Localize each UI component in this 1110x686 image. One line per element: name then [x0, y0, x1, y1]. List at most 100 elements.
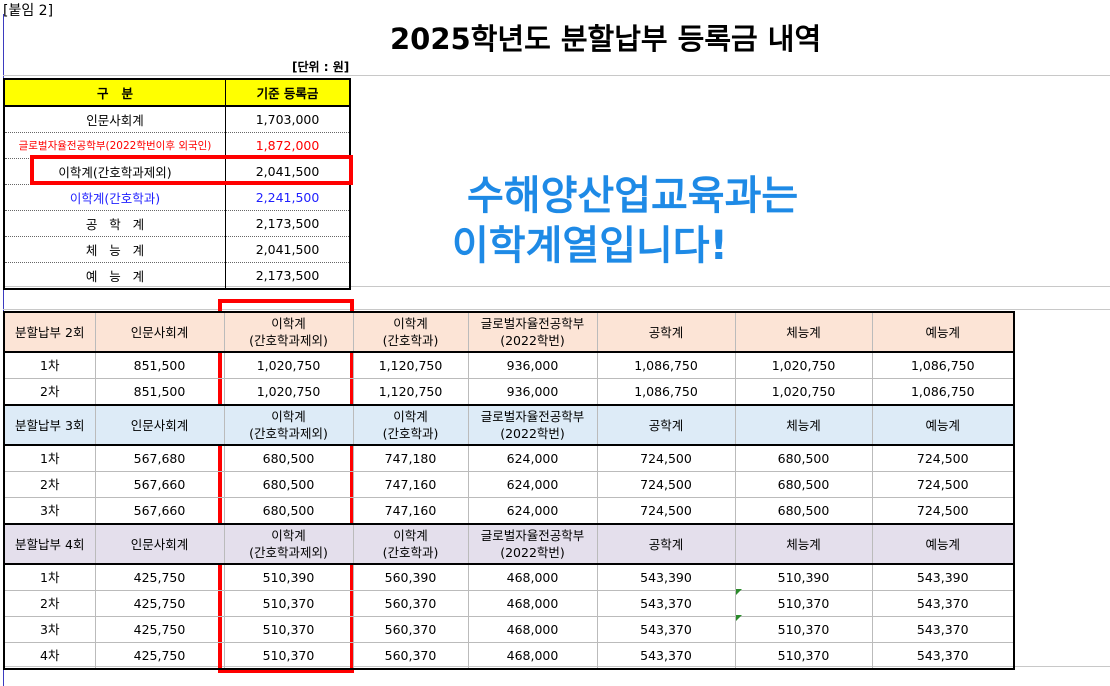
installment-number: 2차: [4, 378, 96, 406]
base-tuition-value: 2,041,500: [225, 158, 350, 185]
column-header: 글로벌자율전공학부 (2022학번): [468, 524, 598, 565]
category-label: 예 능 계: [4, 262, 226, 289]
table-row: 2차 851,500 1,020,750 1,120,750 936,000 1,086,…: [4, 378, 1014, 406]
base-tuition-value: 2,041,500: [225, 236, 350, 263]
column-header: 이학계 (간호학과제외): [224, 524, 354, 565]
cell-comment-marker: [736, 589, 742, 595]
grid-line: [3, 286, 1110, 287]
amount-cell: 567,660: [95, 471, 225, 498]
notice-line-2: 이학계열입니다!: [452, 223, 728, 269]
unit-note: [단위 : 원]: [292, 60, 350, 74]
installment-number: 4차: [4, 642, 96, 669]
installment-table: 분할납부 2회 인문사회계 이학계 (간호학과제외) 이학계 (간호학과) 글로벌자율전…: [3, 311, 1015, 670]
table-row: 3차 567,660 680,500 747,160 624,000 724,500 680…: [4, 497, 1014, 525]
amount-cell: 936,000: [468, 352, 598, 379]
column-header: 공학계: [597, 405, 736, 446]
amount-cell: 425,750: [95, 590, 225, 617]
amount-cell: 1,086,750: [597, 352, 736, 379]
amount-cell: 543,370: [597, 642, 736, 669]
table-row: 2차 425,750 510,370 560,370 468,000 543,370 510…: [4, 590, 1014, 617]
column-header: 예능계: [872, 524, 1014, 565]
amount-cell: 624,000: [468, 471, 598, 498]
section-header-row: 분할납부 4회 인문사회계 이학계 (간호학과제외) 이학계 (간호학과) 글로벌자율전…: [4, 524, 1014, 565]
amount-cell: 560,390: [353, 564, 469, 591]
installment-number: 2차: [4, 590, 96, 617]
amount-cell: 680,500: [735, 445, 873, 472]
table-row: 4차 425,750 510,370 560,370 468,000 543,370 510…: [4, 642, 1014, 669]
amount-cell: 543,370: [872, 590, 1014, 617]
amount-cell: 1,020,750: [735, 378, 873, 406]
amount-cell: 851,500: [95, 352, 225, 379]
base-tuition-value: 1,872,000: [225, 132, 350, 159]
section-header-row: 분할납부 3회 인문사회계 이학계 (간호학과제외) 이학계 (간호학과) 글로벌자율전…: [4, 405, 1014, 446]
column-header: 체능계: [735, 524, 873, 565]
column-header: 이학계 (간호학과): [353, 312, 469, 353]
amount-cell: 936,000: [468, 378, 598, 406]
amount-cell: 1,086,750: [872, 352, 1014, 379]
category-label: 인문사회계: [4, 106, 226, 133]
amount-cell: 680,500: [735, 497, 873, 525]
category-label: 이학계(간호학과): [4, 184, 226, 211]
column-header: 이학계 (간호학과): [353, 405, 469, 446]
table-row: 2차 567,660 680,500 747,160 624,000 724,500 680…: [4, 471, 1014, 498]
amount-cell: 468,000: [468, 590, 598, 617]
table-row: 인문사회계 1,703,000: [4, 106, 350, 133]
amount-cell: 851,500: [95, 378, 225, 406]
base-tuition-value: 2,173,500: [255, 268, 320, 283]
amount-cell: 724,500: [597, 497, 736, 525]
amount-cell: 567,680: [95, 445, 225, 472]
column-header: 체능계: [735, 405, 873, 446]
amount-cell: 724,500: [872, 445, 1014, 472]
section-name: 분할납부 4회: [4, 524, 96, 565]
column-header: 공학계: [597, 524, 736, 565]
amount-cell: 468,000: [468, 642, 598, 669]
amount-cell: 543,370: [597, 590, 736, 617]
grid-line: [3, 309, 1110, 310]
cell-comment-marker: [736, 615, 742, 621]
table-row: 1차 567,680 680,500 747,180 624,000 724,500 680…: [4, 445, 1014, 472]
table-row: 이학계(간호학과) 2,241,500: [4, 184, 350, 211]
amount-cell: 543,370: [597, 616, 736, 643]
amount-cell: 560,370: [353, 616, 469, 643]
table-row: 예 능 계 2,173,500: [4, 262, 350, 289]
column-header: 글로벌자율전공학부 (2022학번): [468, 405, 598, 446]
table-row: 체 능 계 2,041,500: [4, 236, 350, 263]
highlight-box-science: [30, 155, 353, 185]
installment-number: 3차: [4, 497, 96, 525]
category-label: 체 능 계: [4, 236, 226, 263]
amount-cell: 510,370: [224, 616, 354, 643]
base-tuition-value: 2,173,500: [225, 210, 350, 237]
amount-cell: 425,750: [95, 564, 225, 591]
column-header: 체능계: [735, 312, 873, 353]
amount-cell: 510,370: [735, 616, 873, 643]
installment-number: 3차: [4, 616, 96, 643]
column-header: 이학계 (간호학과제외): [224, 312, 354, 353]
grid-line: [3, 75, 1110, 76]
notice-line-1: 수해양산업교육과는: [467, 173, 799, 219]
column-header: 이학계 (간호학과제외): [224, 405, 354, 446]
amount-cell: 543,390: [872, 564, 1014, 591]
table-row: 3차 425,750 510,370 560,370 468,000 543,370 510…: [4, 616, 1014, 643]
amount-cell: 468,000: [468, 564, 598, 591]
section-header-row: 분할납부 2회 인문사회계 이학계 (간호학과제외) 이학계 (간호학과) 글로벌자율전…: [4, 312, 1014, 353]
amount-cell: 543,370: [872, 616, 1014, 643]
amount-cell: 468,000: [468, 616, 598, 643]
base-tuition-value: 1,703,000: [225, 106, 350, 133]
amount-cell: 1,120,750: [353, 352, 469, 379]
installment-number: 2차: [4, 471, 96, 498]
table-row: 1차 425,750 510,390 560,390 468,000 543,390 510…: [4, 564, 1014, 591]
amount-cell: 510,370: [735, 590, 873, 617]
amount-cell: 425,750: [95, 642, 225, 669]
amount-cell: 724,500: [872, 497, 1014, 525]
category-label: 공 학 계: [4, 210, 226, 237]
amount-cell: 1,020,750: [735, 352, 873, 379]
amount-cell: 560,370: [353, 590, 469, 617]
installment-number: 1차: [4, 564, 96, 591]
installment-number: 1차: [4, 352, 96, 379]
header-base-tuition: 기준 등록금: [225, 79, 350, 107]
installment-number: 1차: [4, 445, 96, 472]
column-header: 예능계: [872, 405, 1014, 446]
page-title: 2025학년도 분할납부 등록금 내역: [390, 22, 822, 56]
table-row: 공 학 계 2,173,500: [4, 210, 350, 237]
amount-cell: 560,370: [353, 642, 469, 669]
